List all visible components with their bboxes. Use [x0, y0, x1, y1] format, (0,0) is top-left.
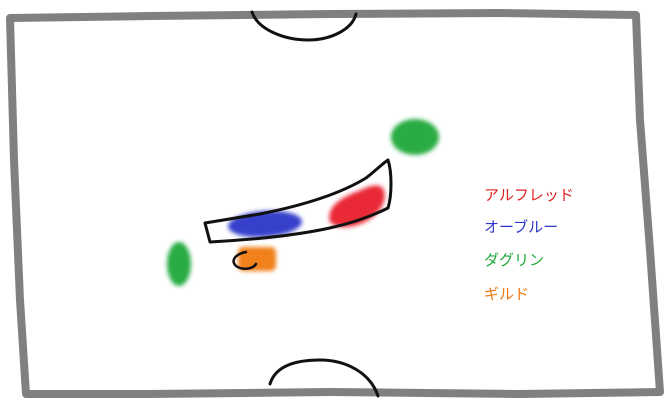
- legend-item-dagreen: ダグリン: [484, 251, 545, 269]
- bottom-center-arc: [268, 358, 380, 398]
- top-center-arc: [250, 10, 358, 42]
- orange-scribble: [232, 250, 258, 270]
- green-blob-left: [167, 242, 191, 286]
- field-border: [6, 9, 664, 398]
- wedge-outline: [203, 158, 393, 244]
- legend-item-oblue: オーブルー: [484, 218, 559, 236]
- legend-item-alfred: アルフレッド: [484, 186, 574, 204]
- legend-item-guild: ギルド: [484, 285, 530, 303]
- green-blob-top: [391, 119, 439, 155]
- orange-blob: [238, 247, 276, 271]
